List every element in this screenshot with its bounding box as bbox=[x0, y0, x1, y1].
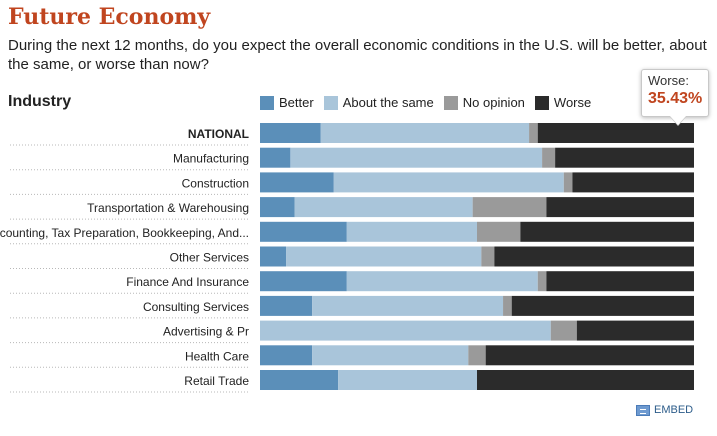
bar-segment-worse[interactable] bbox=[546, 197, 694, 218]
bar-segment-same[interactable] bbox=[338, 370, 477, 390]
bar-segment-no-opinion[interactable] bbox=[477, 221, 521, 242]
bar-segment-worse[interactable] bbox=[546, 271, 694, 292]
embed-label: EMBED bbox=[654, 404, 694, 416]
bar-segment-worse[interactable] bbox=[494, 246, 694, 267]
legend-swatch-same bbox=[323, 95, 338, 110]
bar-segment-worse[interactable] bbox=[477, 370, 694, 390]
embed-icon bbox=[636, 404, 650, 416]
bar-segment-worse[interactable] bbox=[537, 123, 694, 143]
legend-label-same: About the same bbox=[342, 95, 434, 110]
bar-segment-same[interactable] bbox=[346, 221, 477, 242]
legend-label-better: Better bbox=[279, 95, 314, 110]
bar-segment-worse[interactable] bbox=[520, 221, 694, 242]
legend-item-worse[interactable]: Worse bbox=[534, 95, 592, 110]
bar-segment-same[interactable] bbox=[333, 172, 564, 193]
legend: Better About the same No opinion Worse bbox=[260, 95, 601, 110]
bar-segment-no-opinion[interactable] bbox=[537, 271, 547, 292]
bar-segment-same[interactable] bbox=[312, 345, 469, 366]
bar-segment-no-opinion[interactable] bbox=[563, 172, 573, 193]
hover-tooltip: Worse: 35.43% bbox=[641, 69, 709, 125]
bar-segment-better[interactable] bbox=[260, 370, 339, 390]
legend-swatch-better bbox=[260, 95, 274, 110]
legend-label-worse: Worse bbox=[553, 95, 592, 110]
category-label: Finance And Insurance bbox=[126, 275, 249, 289]
category-label: Construction bbox=[182, 176, 249, 190]
category-label: Accounting, Tax Preparation, Bookkeeping… bbox=[0, 226, 249, 240]
bar-segment-same[interactable] bbox=[346, 271, 538, 292]
bar-segment-same[interactable] bbox=[286, 246, 482, 267]
bar-segment-worse[interactable] bbox=[555, 147, 694, 168]
bar-segment-better[interactable] bbox=[260, 147, 291, 168]
bar-segment-better[interactable] bbox=[260, 172, 334, 193]
category-label: Transportation & Warehousing bbox=[87, 201, 249, 215]
legend-item-better[interactable]: Better bbox=[260, 95, 314, 110]
bar-segment-same[interactable] bbox=[312, 295, 504, 316]
bar-segment-no-opinion[interactable] bbox=[529, 123, 538, 143]
embed-button[interactable]: EMBED bbox=[636, 404, 693, 416]
bar-segment-better[interactable] bbox=[260, 246, 287, 267]
bar-segment-no-opinion[interactable] bbox=[550, 320, 577, 341]
legend-swatch-no-opinion bbox=[443, 95, 458, 110]
legend-item-same[interactable]: About the same bbox=[323, 95, 434, 110]
bar-segment-no-opinion[interactable] bbox=[542, 147, 556, 168]
bar-segment-better[interactable] bbox=[260, 271, 347, 292]
bar-segment-no-opinion[interactable] bbox=[472, 197, 547, 218]
tooltip-label: Worse: bbox=[648, 73, 689, 88]
industry-column-header: Industry bbox=[8, 93, 72, 110]
category-label: Retail Trade bbox=[184, 374, 249, 388]
bar-segment-worse[interactable] bbox=[572, 172, 694, 193]
bar-segment-no-opinion[interactable] bbox=[468, 345, 486, 366]
category-label: Consulting Services bbox=[143, 300, 249, 314]
bar-segment-worse[interactable] bbox=[576, 320, 694, 341]
category-label: Other Services bbox=[170, 251, 249, 265]
category-label: Advertising & Pr bbox=[163, 325, 249, 339]
chart-title: Future Economy bbox=[8, 4, 211, 30]
bar-segment-worse[interactable] bbox=[511, 295, 694, 316]
category-label: Manufacturing bbox=[173, 152, 249, 166]
bar-segment-worse[interactable] bbox=[485, 345, 694, 366]
bar-segment-no-opinion[interactable] bbox=[481, 246, 495, 267]
bar-segment-same[interactable] bbox=[294, 197, 473, 218]
bar-segment-same[interactable] bbox=[320, 123, 530, 143]
bar-segment-better[interactable] bbox=[260, 197, 295, 218]
legend-item-no-opinion[interactable]: No opinion bbox=[443, 95, 525, 110]
bar-segment-better[interactable] bbox=[260, 295, 313, 316]
tooltip-arrow bbox=[670, 116, 686, 125]
bar-segment-better[interactable] bbox=[260, 221, 347, 242]
bar-segment-same[interactable] bbox=[290, 147, 543, 168]
chart-question: During the next 12 months, do you expect… bbox=[8, 37, 707, 73]
category-label: NATIONAL bbox=[188, 127, 249, 141]
legend-swatch-worse bbox=[534, 95, 549, 110]
bar-segment-same[interactable] bbox=[260, 320, 551, 341]
bar-segment-no-opinion[interactable] bbox=[503, 295, 512, 316]
bar-segment-better[interactable] bbox=[260, 345, 313, 366]
category-label: Health Care bbox=[185, 349, 249, 363]
bar-segment-better[interactable] bbox=[260, 123, 321, 143]
tooltip-value: 35.43% bbox=[648, 90, 703, 107]
legend-label-no-opinion: No opinion bbox=[462, 95, 525, 110]
